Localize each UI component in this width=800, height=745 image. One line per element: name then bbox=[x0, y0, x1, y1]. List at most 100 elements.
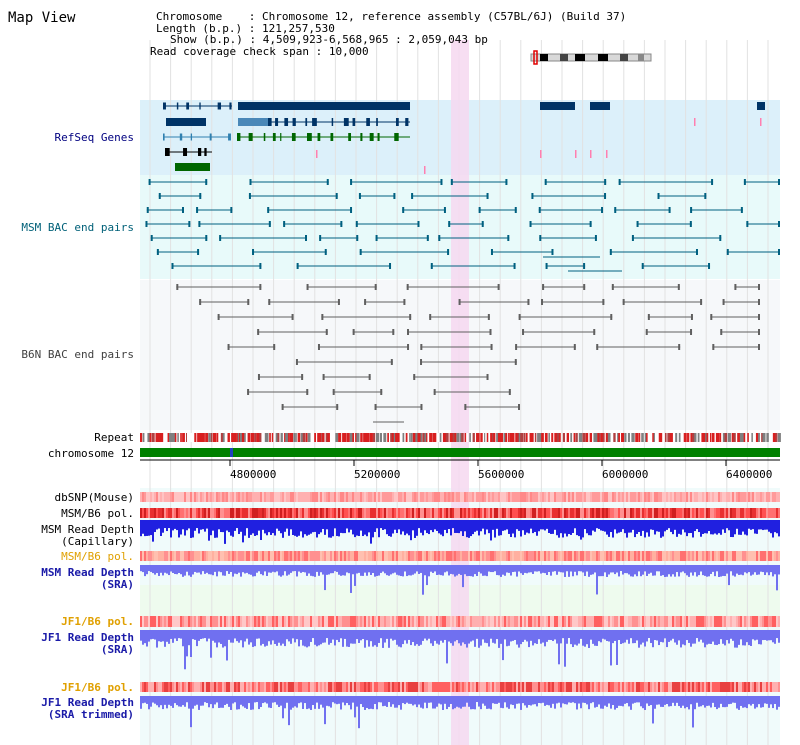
polymorphism-cell bbox=[402, 492, 404, 502]
polymorphism-cell bbox=[460, 616, 462, 627]
read-depth-bar bbox=[170, 630, 172, 639]
repeat-element bbox=[731, 433, 735, 442]
read-depth-bar bbox=[242, 520, 244, 543]
polymorphism-cell bbox=[762, 492, 764, 502]
read-depth-bar bbox=[258, 630, 260, 639]
polymorphism-cell bbox=[542, 492, 544, 502]
read-depth-bar bbox=[344, 630, 346, 639]
polymorphism-cell bbox=[754, 551, 756, 561]
polymorphism-cell bbox=[282, 492, 284, 502]
polymorphism-cell bbox=[436, 616, 438, 627]
read-depth-bar bbox=[354, 565, 356, 586]
read-depth-bar bbox=[674, 696, 676, 706]
polymorphism-cell bbox=[418, 508, 420, 518]
repeat-element bbox=[351, 433, 353, 442]
repeat-element bbox=[199, 433, 203, 442]
read-depth-bar bbox=[758, 630, 760, 645]
polymorphism-cell bbox=[696, 492, 698, 502]
polymorphism-cell bbox=[414, 682, 416, 692]
read-depth-bar bbox=[458, 630, 460, 644]
polymorphism-cell bbox=[222, 551, 224, 561]
read-depth-bar bbox=[204, 520, 206, 532]
read-depth-bar bbox=[588, 565, 590, 577]
read-depth-bar bbox=[314, 565, 316, 577]
read-depth-bar bbox=[506, 696, 508, 708]
polymorphism-cell bbox=[430, 616, 432, 627]
read-depth-bar bbox=[374, 565, 376, 577]
read-depth-bar bbox=[500, 630, 502, 644]
read-depth-bar bbox=[286, 630, 288, 640]
polymorphism-cell bbox=[724, 492, 726, 502]
read-depth-bar bbox=[526, 630, 528, 642]
polymorphism-cell bbox=[764, 508, 766, 518]
polymorphism-cell bbox=[600, 616, 602, 627]
polymorphism-cell bbox=[176, 616, 178, 627]
polymorphism-cell bbox=[244, 508, 246, 518]
polymorphism-cell bbox=[146, 551, 148, 561]
read-depth-bar bbox=[612, 565, 614, 573]
polymorphism-cell bbox=[378, 682, 380, 692]
polymorphism-cell bbox=[218, 682, 220, 692]
read-depth-bar bbox=[490, 520, 492, 541]
polymorphism-cell bbox=[234, 508, 236, 518]
axis-tick-label: 5600000 bbox=[478, 468, 525, 481]
msm-bac-track[interactable] bbox=[145, 179, 780, 272]
polymorphism-cell bbox=[504, 616, 506, 627]
polymorphism-cell bbox=[256, 551, 258, 561]
read-depth-bar bbox=[256, 520, 258, 536]
track-label-jf1-read-depth-trimmed-sub: (SRA trimmed) bbox=[47, 708, 134, 721]
track-label-msm-bac: MSM BAC end pairs bbox=[21, 221, 134, 234]
read-depth-bar bbox=[612, 630, 614, 644]
read-depth-bar bbox=[712, 520, 714, 535]
read-depth-bar bbox=[544, 696, 546, 706]
polymorphism-cell bbox=[722, 551, 724, 561]
read-depth-bar bbox=[324, 696, 326, 725]
polymorphism-cell bbox=[400, 616, 402, 627]
read-depth-bar bbox=[658, 565, 660, 572]
read-depth-bar bbox=[378, 696, 380, 703]
read-depth-bar bbox=[420, 520, 422, 533]
read-depth-bar bbox=[750, 696, 752, 706]
polymorphism-cell bbox=[438, 551, 440, 561]
read-depth-bar bbox=[704, 520, 706, 534]
bac-end bbox=[267, 207, 270, 213]
polymorphism-cell bbox=[154, 551, 156, 561]
refseq-genes-track[interactable] bbox=[163, 102, 765, 174]
repeat-element bbox=[464, 433, 468, 442]
polymorphism-cell bbox=[344, 616, 346, 627]
polymorphism-cell bbox=[574, 508, 576, 518]
read-depth-bar bbox=[714, 630, 716, 645]
read-depth-bar bbox=[216, 696, 218, 703]
read-depth-bar bbox=[496, 630, 498, 640]
chromosome-ideogram[interactable] bbox=[530, 50, 652, 65]
polymorphism-cell bbox=[294, 682, 296, 692]
read-depth-bar bbox=[654, 520, 656, 535]
polymorphism-cell bbox=[680, 508, 682, 518]
repeat-element bbox=[409, 433, 411, 442]
read-depth-bar bbox=[750, 520, 752, 530]
read-depth-bar bbox=[506, 565, 508, 573]
polymorphism-cell bbox=[538, 616, 540, 627]
read-depth-bar bbox=[486, 565, 488, 577]
gene-exon bbox=[163, 133, 165, 141]
polymorphism-cell bbox=[330, 551, 332, 561]
polymorphism-cell bbox=[602, 551, 604, 561]
repeat-element bbox=[147, 433, 151, 442]
read-depth-bar bbox=[556, 630, 558, 644]
polymorphism-cell bbox=[338, 682, 340, 692]
polymorphism-cell bbox=[614, 682, 616, 692]
track-label-repeat: Repeat bbox=[94, 431, 134, 444]
polymorphism-cell bbox=[454, 682, 456, 692]
read-depth-bar bbox=[426, 630, 428, 641]
polymorphism-cell bbox=[398, 616, 400, 627]
polymorphism-cell bbox=[562, 616, 564, 627]
polymorphism-cell bbox=[566, 508, 568, 518]
polymorphism-cell bbox=[180, 616, 182, 627]
read-depth-bar bbox=[558, 565, 560, 572]
bac-end bbox=[641, 263, 644, 269]
polymorphism-cell bbox=[550, 508, 552, 518]
read-depth-bar bbox=[630, 565, 632, 577]
b6n-bac-track[interactable] bbox=[176, 284, 760, 423]
gene-exon bbox=[360, 133, 363, 141]
